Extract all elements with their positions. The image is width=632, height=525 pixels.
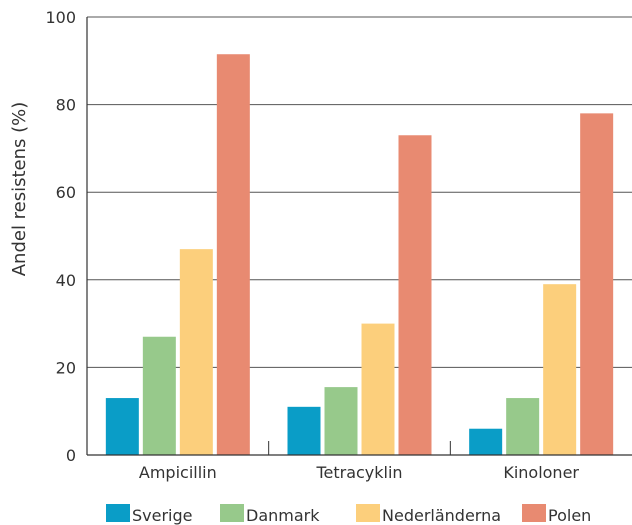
bar-sverige-kinoloner <box>469 428 503 455</box>
legend-swatch <box>106 504 130 522</box>
legend-label: Sverige <box>132 506 193 525</box>
axes <box>86 17 632 456</box>
bar-sverige-tetracyklin <box>287 406 321 455</box>
y-tick-label: 20 <box>56 358 76 377</box>
x-axis-labels: Ampicillin Tetracyklin Kinoloner <box>139 463 580 482</box>
bar-danmark-tetracyklin <box>324 387 358 455</box>
y-tick-label: 60 <box>56 183 76 202</box>
legend-label: Nederländerna <box>382 506 501 525</box>
y-tick-label: 40 <box>56 271 76 290</box>
gridlines <box>87 16 632 368</box>
y-axis-ticks: 0 20 40 60 80 100 <box>45 8 76 465</box>
bar-nederländerna-tetracyklin <box>361 323 395 455</box>
y-tick-label: 0 <box>66 446 76 465</box>
y-tick-label: 100 <box>45 8 76 27</box>
bars <box>105 54 614 456</box>
legend: Sverige Danmark Nederländerna Polen <box>106 504 591 525</box>
bar-polen-kinoloner <box>580 113 614 456</box>
bar-nederländerna-ampicillin <box>179 249 213 455</box>
y-tick-label: 80 <box>56 96 76 115</box>
bar-sverige-ampicillin <box>105 398 139 455</box>
legend-label: Polen <box>548 506 591 525</box>
bar-polen-ampicillin <box>216 54 250 455</box>
x-category-label: Tetracyklin <box>315 463 402 482</box>
bar-polen-tetracyklin <box>398 135 432 455</box>
x-category-label: Ampicillin <box>139 463 217 482</box>
bar-danmark-ampicillin <box>142 336 176 455</box>
legend-label: Danmark <box>246 506 320 525</box>
legend-swatch <box>356 504 380 522</box>
bar-danmark-kinoloner <box>506 398 540 455</box>
bar-nederländerna-kinoloner <box>543 284 577 455</box>
x-category-label: Kinoloner <box>503 463 579 482</box>
y-axis-title: Andel resistens (%) <box>9 102 30 277</box>
legend-swatch <box>220 504 244 522</box>
legend-swatch <box>522 504 546 522</box>
